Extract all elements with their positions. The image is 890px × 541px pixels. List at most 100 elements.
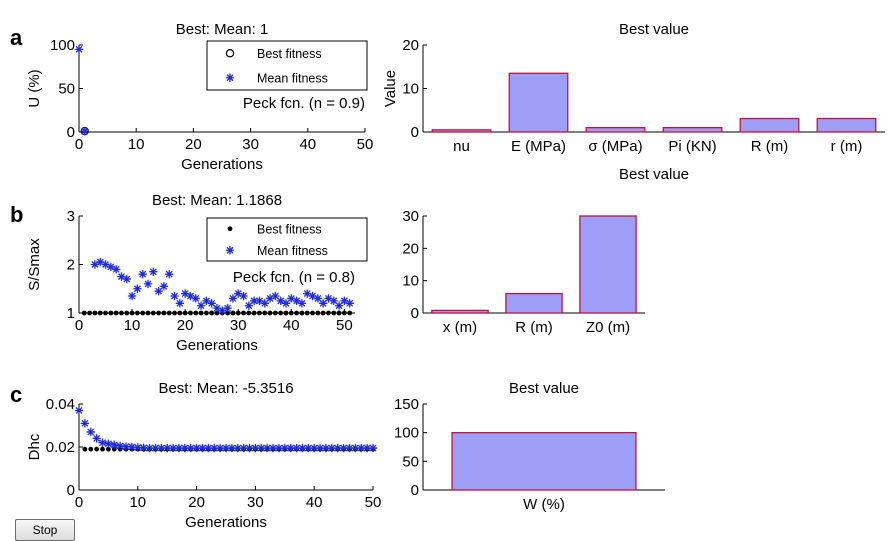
- bar: [431, 129, 492, 133]
- y-tick-label: 100: [50, 37, 75, 54]
- mean-fitness-point: [101, 260, 110, 269]
- chart-a-generations: 0 50 100 0 10 20 30 40 50 Best fitness Mean fitnes…: [26, 21, 373, 173]
- x-tick-label: 20: [177, 317, 194, 334]
- x-category-label: r (m): [831, 138, 863, 155]
- best-fitness-point: [177, 310, 183, 316]
- mean-fitness-point: [303, 289, 312, 298]
- mean-fitness-point: [215, 443, 225, 453]
- mean-fitness-point: [274, 443, 284, 453]
- best-fitness-point: [119, 310, 124, 316]
- x-tick-label: 50: [365, 494, 382, 511]
- mean-fitness-point: [212, 303, 222, 313]
- best-fitness-point: [288, 310, 294, 316]
- best-fitness-point: [193, 310, 199, 316]
- best-fitness-point: [262, 310, 268, 316]
- legend-entry: Mean fitness: [257, 244, 328, 258]
- mean-fitness-point: [260, 299, 269, 308]
- best-fitness-point: [315, 310, 321, 316]
- best-fitness-point: [97, 310, 103, 316]
- mean-fitness-point: [297, 299, 307, 308]
- mean-fitness-point: [122, 274, 131, 284]
- mean-fitness-point: [281, 299, 291, 308]
- chart-c-best-value: 0 50 100 150 W (%) Best value: [394, 380, 665, 513]
- y-tick-label: 0: [411, 124, 419, 141]
- chart-annotation: Peck fcn. (n = 0.9): [243, 95, 365, 112]
- chart-title: Best value: [619, 21, 689, 38]
- mean-fitness-point: [313, 294, 323, 303]
- mean-fitness-point: [368, 443, 378, 453]
- best-fitness-point: [103, 310, 108, 316]
- best-fitness-point: [161, 310, 167, 316]
- y-tick-label: 10: [402, 273, 419, 290]
- mean-fitness-point: [138, 270, 147, 279]
- x-category-label: E (MPa): [511, 138, 566, 155]
- mean-fitness-point: [98, 438, 107, 447]
- mean-fitness-point: [143, 279, 153, 289]
- mean-fitness-point: [218, 306, 227, 315]
- mean-fitness-point: [223, 303, 232, 313]
- mean-fitness-point: [151, 443, 160, 453]
- x-category-label: nu: [453, 138, 470, 155]
- mean-fitness-point: [310, 443, 319, 453]
- best-fitness-point: [182, 310, 188, 316]
- mean-fitness-point: [327, 443, 337, 453]
- mean-fitness-point: [186, 443, 195, 453]
- mean-fitness-point: [145, 443, 154, 453]
- mean-fitness-point: [110, 440, 119, 450]
- stop-button[interactable]: Stop: [15, 519, 75, 541]
- mean-fitness-point: [117, 272, 126, 281]
- mean-fitness-point: [298, 443, 307, 453]
- best-fitness-point: [230, 310, 236, 316]
- bar: [585, 127, 646, 133]
- x-category-label: R (m): [515, 319, 553, 336]
- mean-fitness-point: [292, 296, 301, 306]
- bar: [451, 432, 637, 491]
- x-axis-label: Best value: [619, 166, 689, 183]
- best-fitness-point: [235, 310, 241, 316]
- best-fitness-point: [140, 310, 146, 316]
- best-fitness-point: [129, 310, 135, 316]
- legend-entry: Best fitness: [257, 47, 322, 61]
- mean-fitness-point: [233, 443, 242, 453]
- mean-fitness-point: [249, 296, 259, 306]
- y-tick-label: 1: [67, 305, 75, 322]
- best-fitness-point: [278, 310, 284, 316]
- best-fitness-point: [203, 310, 209, 316]
- legend-box: [206, 217, 368, 262]
- y-tick-label: 20: [402, 37, 419, 54]
- y-tick-label: 0.02: [46, 439, 75, 456]
- x-tick-label: 30: [242, 136, 259, 153]
- x-tick-label: 20: [188, 494, 205, 511]
- best-fitness-point: [341, 310, 347, 316]
- best-fitness-point: [100, 446, 105, 452]
- legend-marker: [225, 73, 235, 82]
- y-tick-label: 50: [58, 81, 75, 98]
- mean-fitness-point: [175, 299, 185, 308]
- best-fitness-point: [124, 310, 130, 316]
- y-tick-label: 100: [394, 425, 419, 442]
- y-axis-label: Value: [382, 70, 399, 107]
- y-tick-label: 0: [411, 482, 419, 499]
- best-fitness-point: [214, 310, 220, 316]
- x-tick-label: 30: [230, 317, 247, 334]
- chart-title: Best: Mean: 1.1868: [152, 192, 282, 209]
- best-fitness-point: [113, 310, 119, 316]
- y-tick-label: 150: [394, 396, 419, 413]
- mean-fitness-point: [221, 443, 231, 453]
- y-axis-label: Dhc: [26, 433, 43, 460]
- x-category-label: σ (MPa): [588, 138, 642, 155]
- y-tick-label: 30: [402, 208, 419, 225]
- mean-fitness-point: [239, 443, 248, 453]
- best-fitness-point: [251, 310, 257, 316]
- best-fitness-point: [299, 310, 305, 316]
- chart-c-generations: 0 0.02 0.04 0 10 20 30 40 50 Best: Mean: -5.3516 G…: [26, 380, 381, 531]
- mean-fitness-point: [357, 443, 366, 453]
- x-tick-label: 10: [129, 494, 146, 511]
- x-tick-label: 40: [306, 494, 323, 511]
- mean-fitness-point: [207, 299, 216, 308]
- mean-fitness-point: [286, 443, 295, 453]
- legend-marker: [227, 226, 233, 232]
- mean-fitness-point: [308, 291, 317, 301]
